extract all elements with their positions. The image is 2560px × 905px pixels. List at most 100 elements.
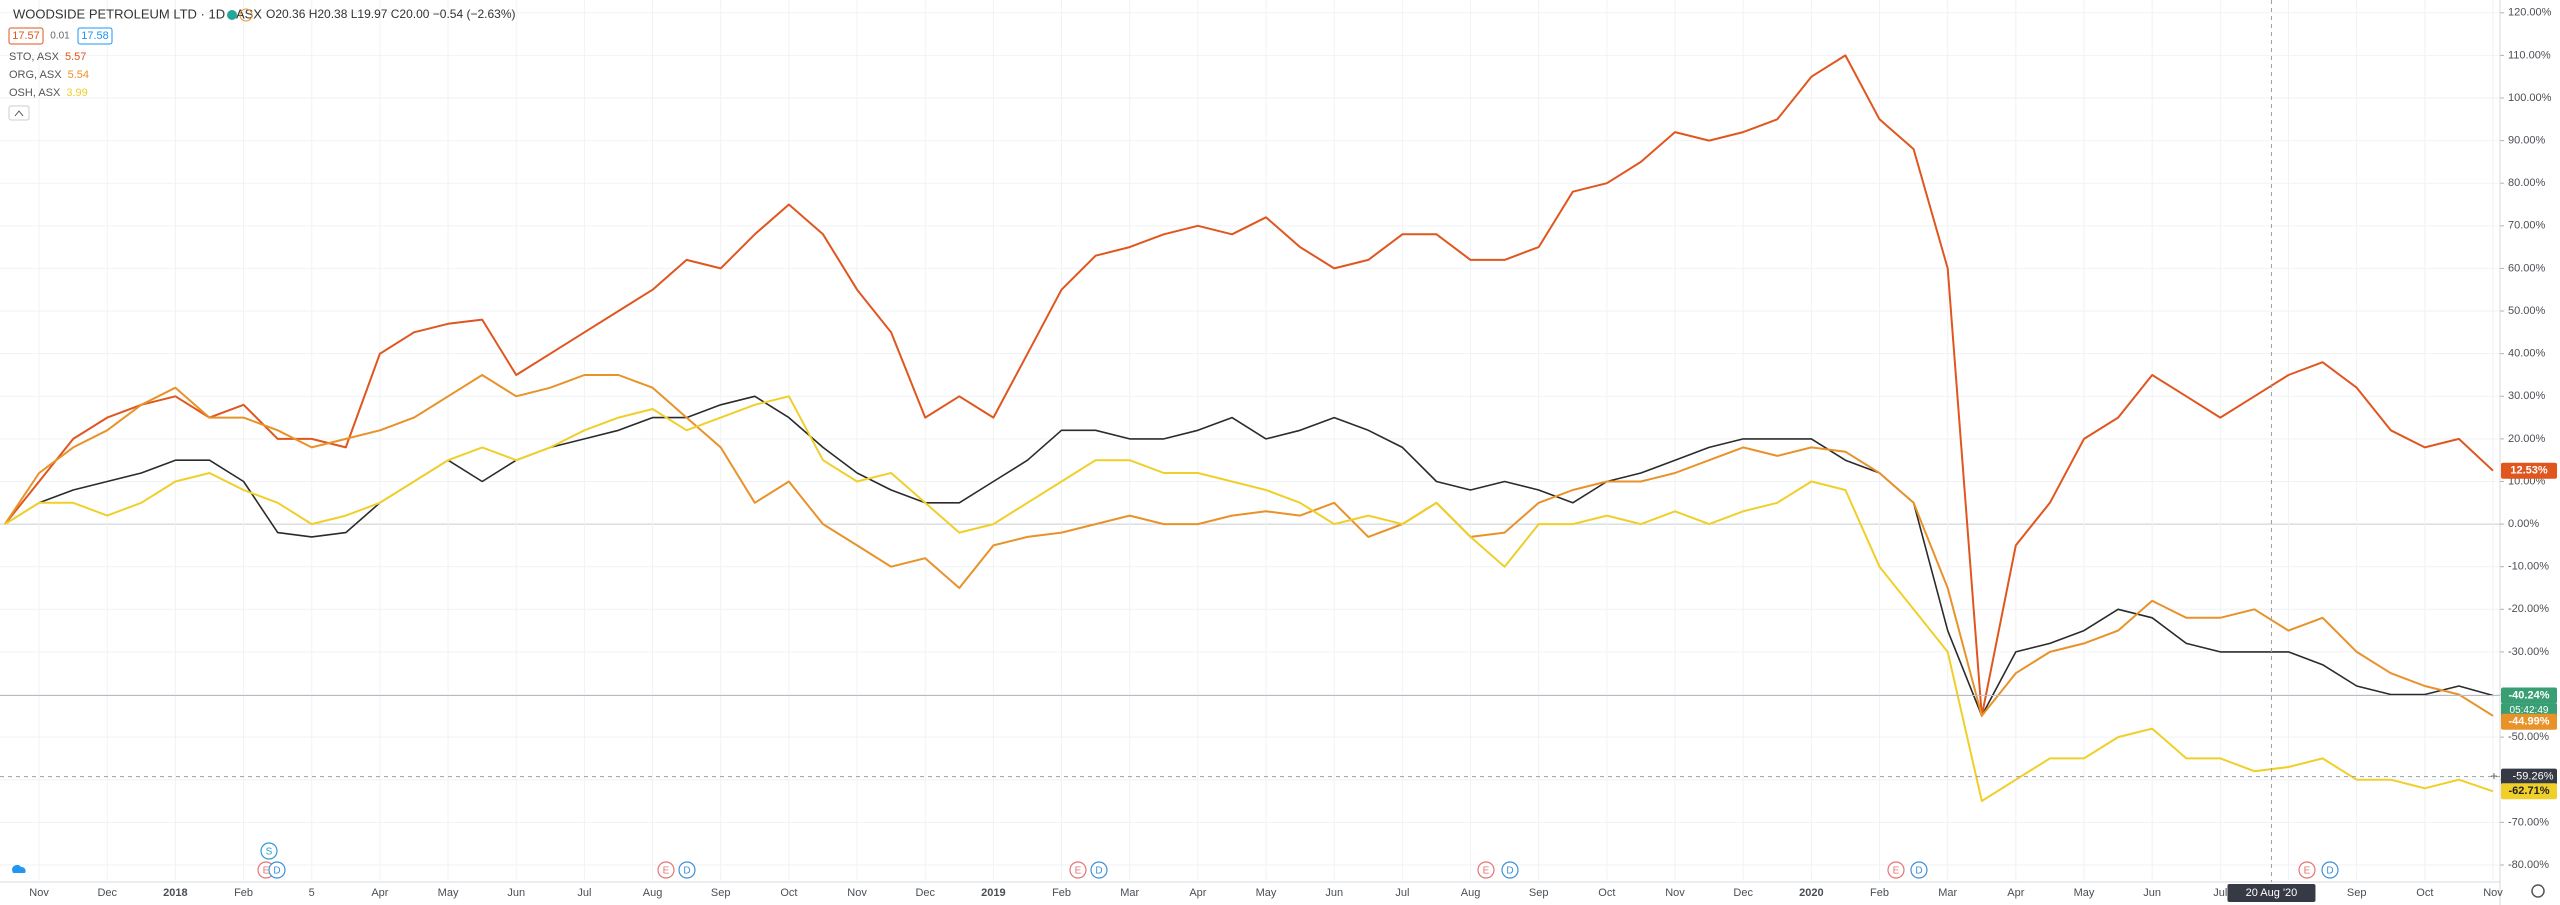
x-tick-label: 2019 bbox=[981, 887, 1005, 899]
y-tick-label: 120.00% bbox=[2508, 7, 2552, 19]
event-marker bbox=[1910, 861, 1928, 879]
x-tick-label: Sep bbox=[2347, 887, 2367, 899]
x-tick-label: Nov bbox=[1665, 887, 1685, 899]
y-tick-label: -50.00% bbox=[2508, 731, 2549, 743]
x-tick-label: Mar bbox=[1120, 887, 1139, 899]
x-tick-label: Apr bbox=[371, 887, 388, 899]
y-tick-label: -30.00% bbox=[2508, 646, 2549, 658]
y-tick-label: -20.00% bbox=[2508, 603, 2549, 615]
price-label-box bbox=[2501, 783, 2557, 800]
event-marker bbox=[1069, 861, 1087, 879]
x-tick-label: Jun bbox=[2143, 887, 2161, 899]
x-tick-label: Nov bbox=[29, 887, 49, 899]
settings[interactable] bbox=[2531, 884, 2545, 898]
event-marker bbox=[1090, 861, 1108, 879]
event-label: D bbox=[273, 866, 280, 877]
x-tick-label: Sep bbox=[1529, 887, 1549, 899]
event-label: D bbox=[2326, 866, 2333, 877]
legend-name: OSH, ASX bbox=[9, 87, 61, 99]
price-label-box bbox=[2501, 713, 2557, 730]
event-marker bbox=[1501, 861, 1519, 879]
x-tick-label: Jun bbox=[507, 887, 525, 899]
price-label: -40.24% bbox=[2509, 689, 2550, 701]
x-tick-label: Apr bbox=[1189, 887, 1206, 899]
event-marker bbox=[268, 861, 286, 879]
plot bbox=[4, 54, 2494, 802]
crosshair-date-box bbox=[2227, 884, 2316, 902]
y-tick-label: 40.00% bbox=[2508, 348, 2546, 360]
x-tick-label: Oct bbox=[2416, 887, 2433, 899]
x-tick-label: Aug bbox=[1461, 887, 1481, 899]
y-tick-label: 60.00% bbox=[2508, 262, 2546, 274]
y-tick-label: 110.00% bbox=[2508, 49, 2551, 61]
x-tick-label: 5 bbox=[309, 887, 315, 899]
event-marker bbox=[657, 861, 675, 879]
x-tick-label: Feb bbox=[1052, 887, 1071, 899]
collapse-button[interactable] bbox=[8, 105, 30, 121]
y-tick-label: -10.00% bbox=[2508, 561, 2549, 573]
y-tick-label: -70.00% bbox=[2508, 816, 2549, 828]
x-tick-label: Oct bbox=[780, 887, 797, 899]
bid-box[interactable] bbox=[8, 27, 44, 45]
x-tick-label: Jul bbox=[577, 887, 591, 899]
event-marker bbox=[2321, 861, 2339, 879]
series-line bbox=[4, 395, 2494, 802]
x-tick-label: May bbox=[2074, 887, 2095, 899]
legend-name: STO, ASX bbox=[9, 51, 60, 63]
price-label: -44.99% bbox=[2509, 716, 2550, 728]
event-label: E bbox=[1893, 866, 1900, 877]
x-tick-label: May bbox=[1256, 887, 1277, 899]
price-label: -62.71% bbox=[2509, 785, 2550, 797]
event-label: S bbox=[266, 847, 273, 858]
price-label-box bbox=[2501, 462, 2557, 479]
event-label: E bbox=[263, 866, 270, 877]
event-label: D bbox=[683, 866, 690, 877]
event-label: D bbox=[1095, 866, 1102, 877]
crosshair-date: 20 Aug '20 bbox=[2246, 887, 2298, 899]
ask: 17.58 bbox=[81, 30, 109, 42]
x-tick-label: Jun bbox=[1325, 887, 1343, 899]
price-label-box bbox=[2501, 687, 2557, 704]
y-tick-label: 70.00% bbox=[2508, 220, 2546, 232]
x-tick-label: May bbox=[438, 887, 459, 899]
y-tick-label: 0.00% bbox=[2508, 518, 2539, 530]
bid: 17.57 bbox=[12, 30, 40, 42]
chart-title: WOODSIDE PETROLEUM LTD · 1D · ASX bbox=[13, 6, 262, 21]
x-tick-label: Feb bbox=[1870, 887, 1889, 899]
y-tick-label: 90.00% bbox=[2508, 135, 2546, 147]
x-tick-label: Jul bbox=[1395, 887, 1409, 899]
event-marker bbox=[2298, 861, 2316, 879]
event-label: E bbox=[1075, 866, 1082, 877]
y-tick-label: 100.00% bbox=[2508, 92, 2552, 104]
crosshair-label-box bbox=[2501, 768, 2557, 785]
x-tick-label: Jul bbox=[2213, 887, 2227, 899]
series-line bbox=[4, 374, 2494, 717]
legend-quote: 5.57 bbox=[65, 51, 86, 63]
price-label: 12.53% bbox=[2510, 465, 2548, 477]
series-line bbox=[4, 54, 2494, 717]
y-tick-label: 20.00% bbox=[2508, 433, 2546, 445]
x-tick-label: Dec bbox=[1733, 887, 1753, 899]
x-tick-label: Aug bbox=[643, 887, 663, 899]
x-tick-label: Sep bbox=[711, 887, 731, 899]
x-tick-label: Nov bbox=[2483, 887, 2503, 899]
x-tick-label: Oct bbox=[1598, 887, 1615, 899]
event-marker bbox=[1477, 861, 1495, 879]
x-tick-label: Dec bbox=[915, 887, 935, 899]
x-tick-label: Feb bbox=[234, 887, 253, 899]
status-dot bbox=[227, 10, 237, 20]
event-marker bbox=[260, 842, 278, 860]
spread: 0.01 bbox=[50, 31, 70, 42]
x-tick-label: Mar bbox=[1938, 887, 1957, 899]
crosshair-plus: + bbox=[2490, 769, 2497, 783]
event-label: D bbox=[1506, 866, 1513, 877]
ask-box[interactable] bbox=[77, 27, 113, 45]
y-tick-label: 50.00% bbox=[2508, 305, 2546, 317]
crosshair-label: -59.26% bbox=[2513, 770, 2554, 782]
logo bbox=[12, 865, 26, 873]
event-label: E bbox=[663, 866, 670, 877]
